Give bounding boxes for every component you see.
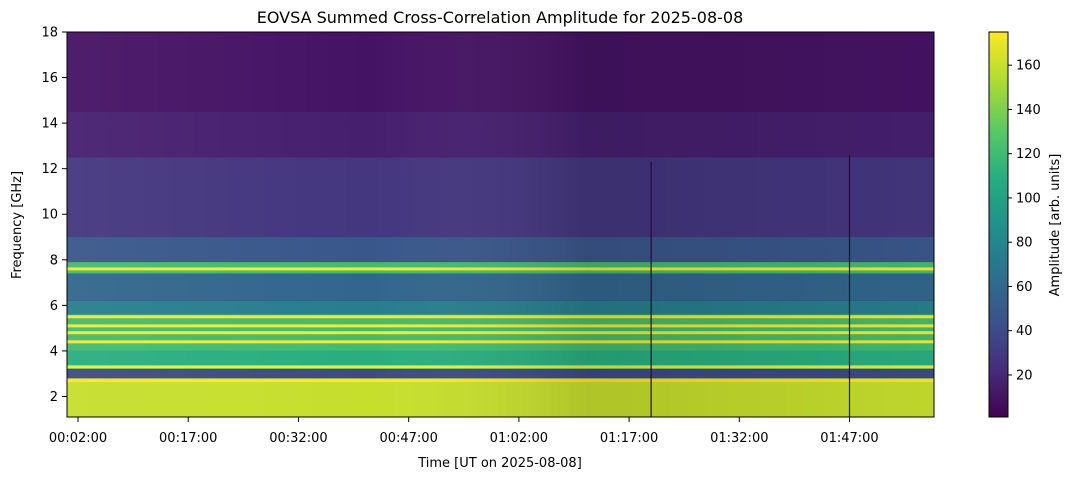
y-tick-label-1: 4 [50,344,58,359]
x-tick-label-7: 01:47:00 [820,431,878,446]
colorbar-tick-label-3: 80 [1016,236,1033,251]
x-tick-label-4: 01:02:00 [490,431,548,446]
colorbar-tick-label-5: 120 [1016,147,1041,162]
y-axis: 2 4 6 8 10 12 14 16 18 [41,26,67,405]
y-tick-label-5: 12 [41,162,58,177]
colorbar-tick-label-1: 40 [1016,324,1033,339]
y-tick-label-3: 8 [50,253,58,268]
y-tick-label-7: 16 [41,71,58,86]
colorbar-axis: 20 40 60 80 100 120 140 160 [1008,59,1041,383]
y-tick-label-0: 2 [50,390,58,405]
y-tick-label-2: 6 [50,299,58,314]
colorbar-tick-label-4: 100 [1016,191,1041,206]
x-axis: 00:02:00 00:17:00 00:32:00 00:47:00 01:02:00… [49,417,879,446]
heatmap-image [67,32,934,417]
colorbar-tick-label-0: 20 [1016,368,1033,383]
colorbar-tick-label-6: 140 [1016,103,1041,118]
x-tick-label-5: 01:17:00 [600,431,658,446]
y-tick-label-6: 14 [41,117,58,132]
x-axis-label: Time [UT on 2025-08-08] [417,456,582,471]
colorbar-tick-label-2: 60 [1016,280,1033,295]
x-tick-label-3: 00:47:00 [379,431,437,446]
y-axis-label: Frequency [GHz] [10,171,25,279]
x-tick-label-6: 01:32:00 [710,431,768,446]
colorbar [988,31,1009,418]
colorbar-label: Amplitude [arb. units] [1048,154,1063,297]
y-tick-label-8: 18 [41,26,58,41]
x-tick-label-2: 00:32:00 [269,431,327,446]
x-tick-label-1: 00:17:00 [159,431,217,446]
plot-frame [66,31,935,418]
colorbar-tick-label-7: 160 [1016,59,1041,74]
y-tick-label-4: 10 [41,208,58,223]
x-tick-label-0: 00:02:00 [49,431,107,446]
chart-title: EOVSA Summed Cross-Correlation Amplitude… [257,8,744,27]
